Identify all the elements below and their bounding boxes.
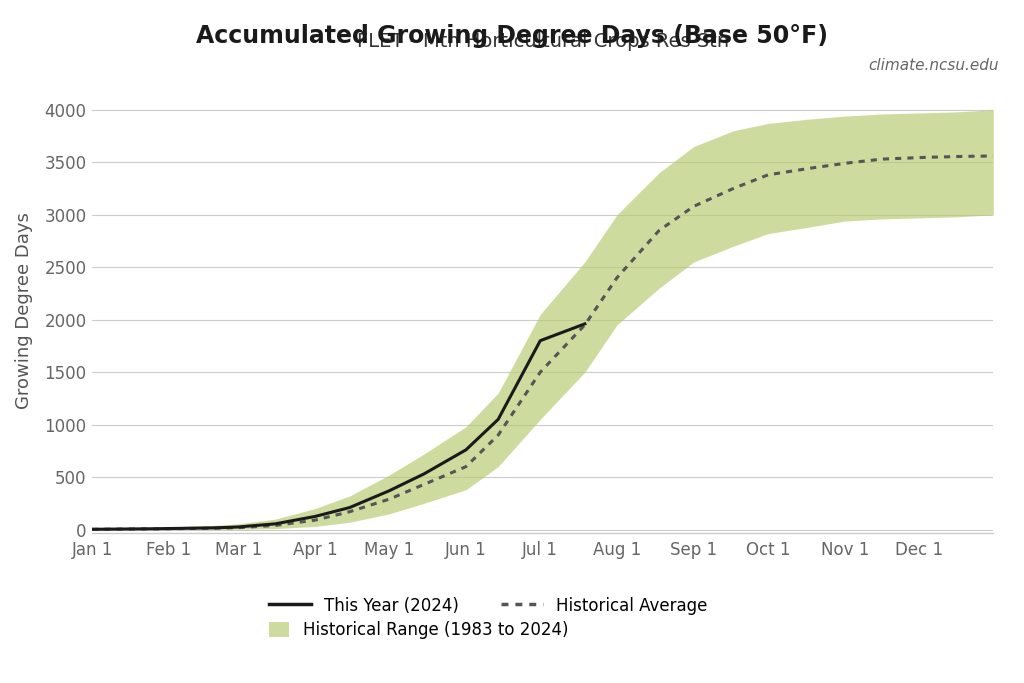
Text: Accumulated Growing Degree Days (Base 50°F): Accumulated Growing Degree Days (Base 50…: [196, 24, 828, 48]
Y-axis label: Growing Degree Days: Growing Degree Days: [15, 212, 34, 409]
Legend: Historical Range (1983 to 2024): Historical Range (1983 to 2024): [263, 614, 574, 645]
Text: climate.ncsu.edu: climate.ncsu.edu: [868, 58, 998, 73]
Title: FLET - Mtn Horticultural Crops Res Stn: FLET - Mtn Horticultural Crops Res Stn: [356, 32, 729, 51]
